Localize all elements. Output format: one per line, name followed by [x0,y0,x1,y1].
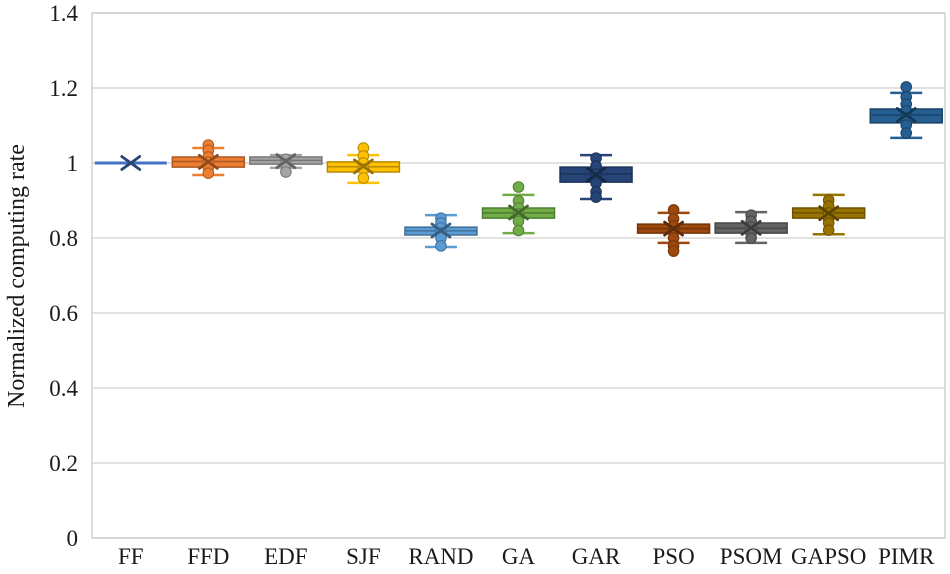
mean-marker [508,204,529,221]
box-ff [94,155,167,171]
data-point [512,181,525,193]
x-category-label: FF [118,544,144,569]
y-axis-title: Normalized computing rate [4,144,30,408]
mean-marker [120,155,142,171]
x-category-label: EDF [264,544,307,569]
mean-marker [740,219,762,236]
x-category-label: GA [502,544,536,569]
y-tick-label: 1.2 [49,76,78,101]
x-category-label: PSO [652,544,694,569]
mean-marker [197,153,219,170]
data-point [435,240,447,252]
gridline-layer [91,12,946,539]
mean-marker [430,222,452,239]
box-gar [559,152,633,203]
mean-marker [353,158,374,175]
mean-marker [663,220,684,237]
data-point [357,172,370,184]
mean-marker [585,166,607,183]
box-gapso [791,193,866,236]
data-point [900,81,913,93]
x-category-label: SJF [346,544,381,569]
x-category-label: GAPSO [791,544,866,569]
box-ga [481,181,556,237]
data-point [202,167,215,179]
mean-marker [818,205,840,222]
data-point [900,127,913,139]
y-tick-label: 1.4 [49,1,78,26]
plot-border [91,12,946,539]
y-tick-label: 0.4 [49,376,78,401]
x-category-label: GAR [572,544,621,569]
mean-marker [895,107,917,123]
box-rand [404,212,478,252]
y-tick-label: 0.8 [49,226,78,251]
x-category-label: PSOM [720,544,783,569]
data-point [590,191,602,203]
tick-label-layer: 0 0.2 0.4 0.6 0.8 1 1.2 1.4 FF FFD EDF SJF RAND GA GAR… [49,1,935,569]
mean-marker [275,153,297,170]
x-category-label: RAND [408,544,473,569]
box-pimr [869,81,943,140]
box-edf [249,153,323,178]
data-point [280,166,292,178]
x-category-label: FFD [187,544,229,569]
x-category-label: PIMR [878,544,935,569]
data-point [745,232,757,244]
data-point [822,224,835,236]
data-point [512,224,525,237]
y-tick-label: 0.2 [49,451,78,476]
box-series-layer [94,81,943,257]
box-pso [636,204,711,257]
y-tick-label: 0 [67,526,79,551]
data-point [667,245,680,257]
y-tick-label: 1 [67,151,79,176]
box-psom [714,209,788,245]
box-ffd [171,139,246,179]
y-tick-label: 0.6 [49,301,78,326]
box-sjf [326,142,401,185]
